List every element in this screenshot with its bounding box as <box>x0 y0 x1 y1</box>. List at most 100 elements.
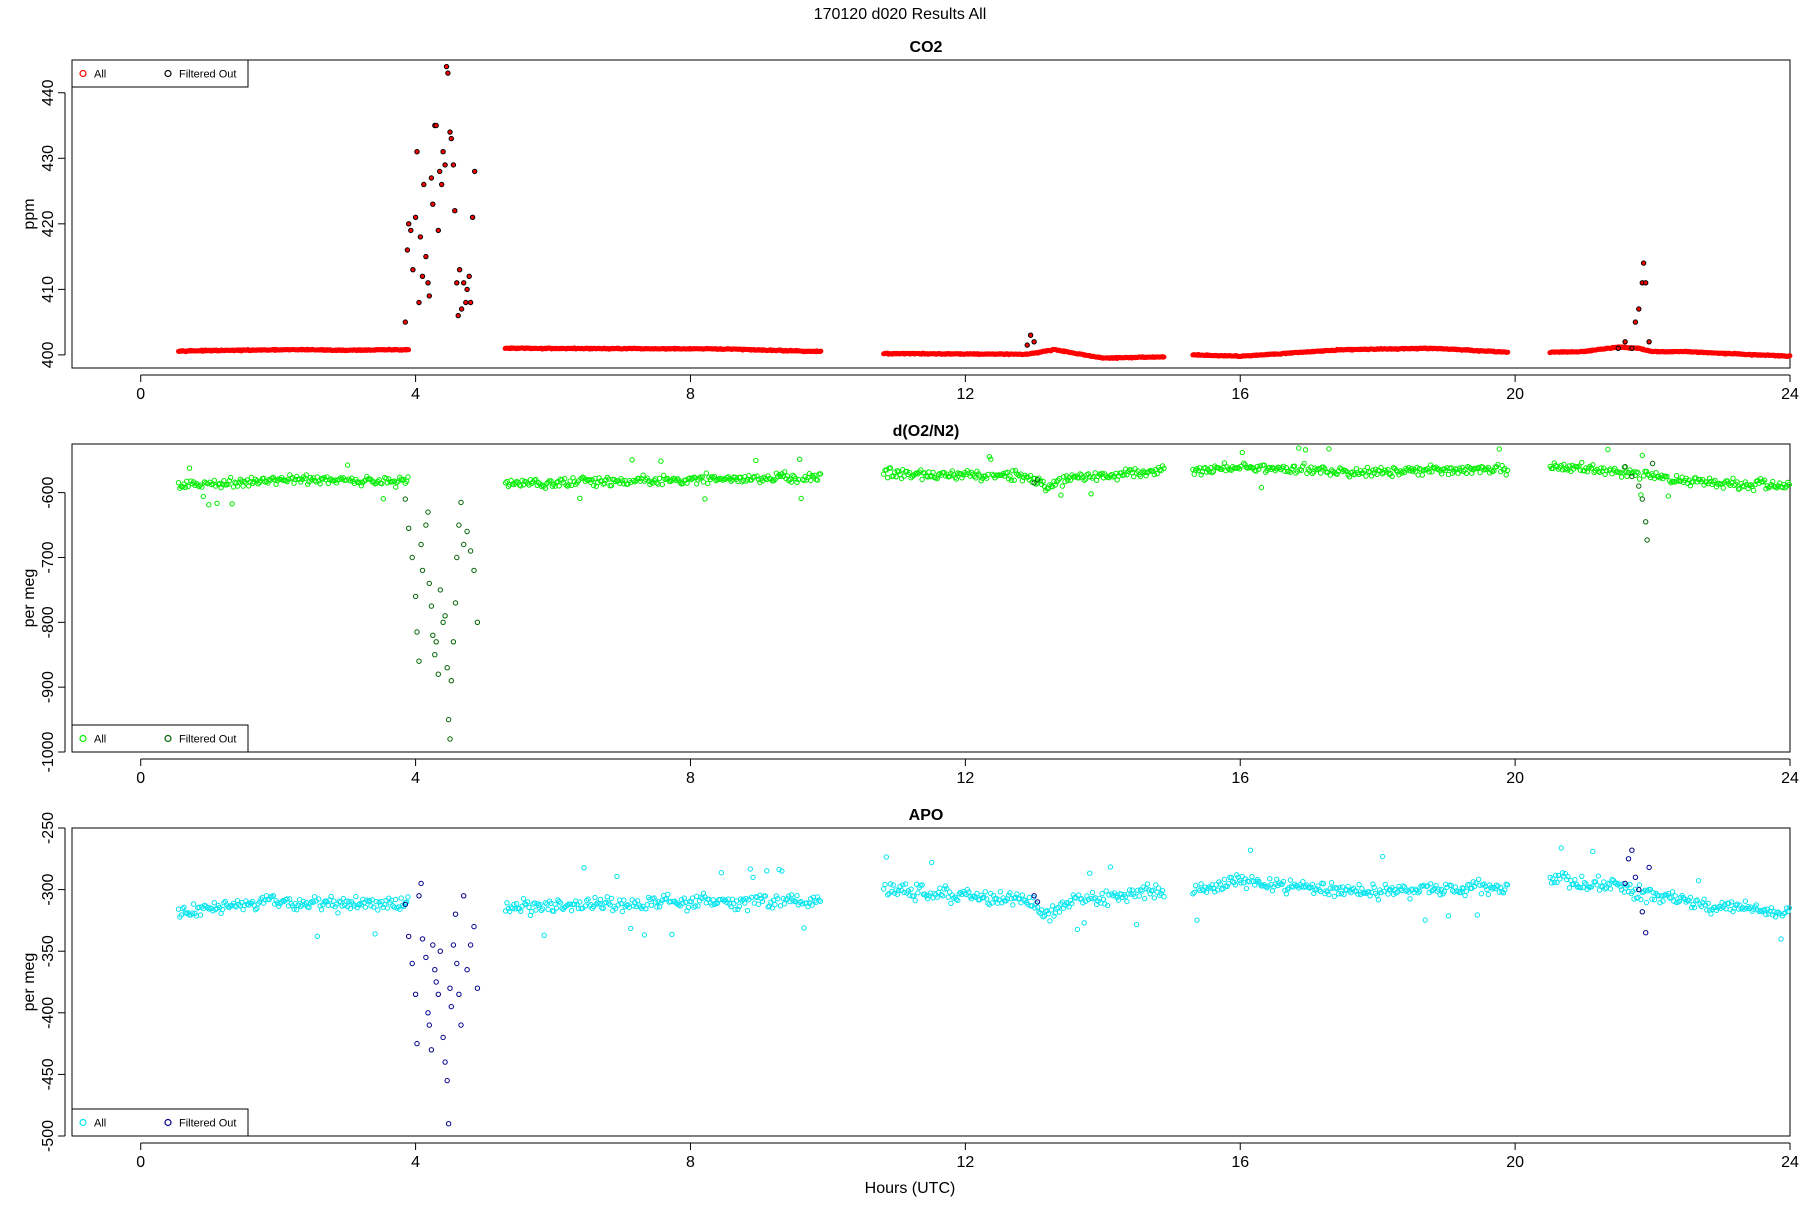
filtered-point <box>450 639 457 645</box>
filtered-point <box>1024 342 1030 348</box>
data-point <box>1363 473 1369 479</box>
filtered-point <box>433 979 439 985</box>
filtered-point <box>425 280 431 286</box>
y-tick-label: 400 <box>40 341 57 368</box>
filtered-point <box>461 280 467 286</box>
data-point <box>1221 460 1228 466</box>
data-point <box>982 889 988 895</box>
filtered-point <box>1639 496 1646 502</box>
data-point <box>997 889 1004 895</box>
filtered-point <box>463 299 469 306</box>
filtered-point <box>414 629 420 635</box>
panel-1-x-axis: 0 4 8 12 16 20 24 <box>136 374 1799 403</box>
filtered-point <box>406 221 412 227</box>
x-tick-label: 0 <box>136 1154 145 1171</box>
data-point <box>1302 447 1309 453</box>
data-point <box>1296 445 1302 451</box>
data-point <box>1144 881 1151 887</box>
data-point <box>1595 873 1602 879</box>
filtered-point <box>442 1059 448 1065</box>
filtered-point <box>1640 260 1647 266</box>
data-point <box>1060 474 1067 480</box>
data-point <box>384 905 391 911</box>
data-point <box>1503 472 1509 478</box>
data-point <box>568 907 575 914</box>
filtered-point <box>467 299 474 306</box>
data-point <box>1099 890 1105 897</box>
data-point <box>665 891 671 897</box>
data-point <box>919 476 925 483</box>
panel-3-points <box>175 845 1793 1127</box>
legend-label-filtered: Filtered Out <box>179 1118 236 1130</box>
filtered-point <box>421 181 427 188</box>
data-point <box>406 347 412 353</box>
data-point <box>948 900 954 906</box>
data-point <box>1375 897 1382 903</box>
data-point <box>1422 917 1428 923</box>
data-point <box>641 932 648 938</box>
filtered-point <box>447 985 453 991</box>
y-tick-label: -900 <box>40 671 57 703</box>
data-point <box>880 886 887 892</box>
panel-3-x-axis: 0 4 8 12 16 20 24 <box>136 1142 1799 1171</box>
data-point <box>592 894 598 901</box>
data-point <box>1673 473 1680 479</box>
data-point <box>335 910 341 916</box>
filtered-point <box>419 273 426 279</box>
data-point <box>206 502 212 508</box>
panel-3-y-axis: -250 -300 -350 -400 -450 -500 <box>40 812 66 1152</box>
legend-label-filtered: Filtered Out <box>179 734 236 746</box>
panel-1-points <box>176 63 1793 362</box>
data-point <box>1161 354 1167 360</box>
data-point <box>1636 882 1643 888</box>
data-point <box>200 493 207 500</box>
x-tick-label: 24 <box>1781 1154 1799 1171</box>
filtered-point <box>430 201 436 207</box>
filtered-point <box>437 587 443 593</box>
data-point <box>1750 487 1757 494</box>
legend-label-all: All <box>94 1118 106 1130</box>
filtered-point <box>452 911 459 917</box>
filtered-point <box>471 923 477 930</box>
x-tick-label: 24 <box>1781 770 1799 787</box>
data-point <box>1579 459 1585 466</box>
data-point <box>750 874 756 881</box>
data-point <box>1247 847 1254 853</box>
data-point <box>658 458 664 464</box>
data-point <box>1437 892 1443 898</box>
filtered-point <box>447 129 453 135</box>
filtered-point <box>445 70 451 76</box>
data-point <box>398 895 404 901</box>
y-tick-label: -300 <box>40 873 57 905</box>
x-tick-label: 16 <box>1231 1154 1249 1171</box>
data-point <box>882 881 888 888</box>
filtered-point <box>464 528 470 535</box>
data-point <box>270 893 276 899</box>
filtered-point <box>409 960 415 967</box>
data-point <box>1124 898 1130 905</box>
filtered-point <box>406 525 412 531</box>
x-tick-label: 12 <box>956 770 974 787</box>
data-point <box>702 496 708 502</box>
filtered-point <box>1031 339 1037 345</box>
y-tick-label: -800 <box>40 606 57 638</box>
data-point <box>1019 892 1026 898</box>
data-point <box>190 901 197 907</box>
filtered-point <box>1615 345 1621 351</box>
data-point <box>1089 889 1096 896</box>
data-point <box>353 893 359 900</box>
filtered-point <box>1027 332 1034 338</box>
filtered-point <box>443 63 450 70</box>
legend-label-all: All <box>94 734 106 746</box>
panel-3-frame <box>71 827 1791 1137</box>
data-point <box>380 496 386 502</box>
panel-2-y-axis: -600 -700 -800 -900 -1000 <box>40 477 66 772</box>
data-point <box>294 907 300 913</box>
data-point <box>533 907 539 913</box>
panel-2-points <box>175 445 1793 742</box>
data-point <box>614 873 620 880</box>
filtered-point <box>448 1003 454 1010</box>
panel-2-frame <box>71 443 1791 753</box>
filtered-point <box>461 893 467 899</box>
filtered-point <box>418 541 424 548</box>
